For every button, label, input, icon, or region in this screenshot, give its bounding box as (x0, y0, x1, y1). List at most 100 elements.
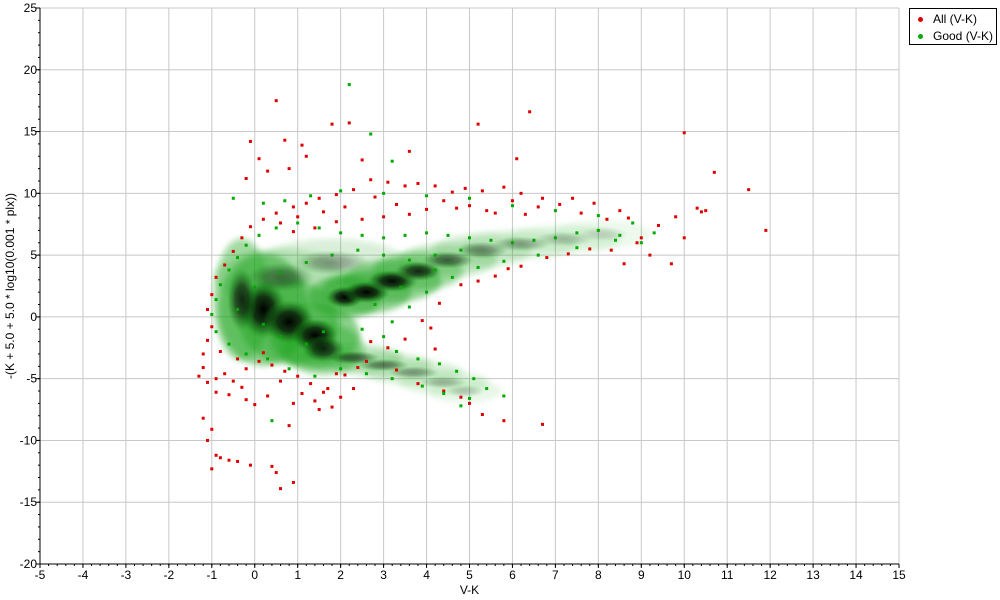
point-all-vk (425, 207, 429, 211)
density-core (293, 250, 371, 275)
point-all-vk (223, 372, 227, 376)
point-all-vk (382, 215, 386, 219)
point-good-vk (437, 362, 441, 366)
point-all-vk (201, 352, 205, 356)
point-good-vk (218, 283, 222, 287)
point-good-vk (287, 367, 291, 371)
point-all-vk (626, 216, 630, 220)
point-all-vk (330, 405, 334, 409)
point-all-vk (455, 206, 459, 210)
point-all-vk (433, 184, 437, 188)
point-good-vk (553, 209, 557, 213)
point-all-vk (476, 122, 480, 126)
point-all-vk (541, 422, 545, 426)
point-good-vk (304, 342, 308, 346)
point-all-vk (394, 202, 398, 206)
point-good-vk (373, 303, 377, 307)
point-all-vk (317, 196, 321, 200)
point-all-vk (622, 262, 626, 266)
point-all-vk (510, 199, 514, 203)
point-all-vk (244, 177, 248, 181)
x-tick-label: 8 (595, 568, 602, 582)
legend-item-good: Good (V-K) (910, 28, 996, 45)
point-good-vk (502, 394, 506, 398)
point-all-vk (248, 225, 252, 229)
point-all-vk (313, 226, 317, 230)
point-good-vk (382, 253, 386, 257)
y-tick-label: 25 (24, 1, 38, 15)
point-all-vk (300, 391, 304, 395)
point-all-vk (485, 209, 489, 213)
point-good-vk (296, 221, 300, 225)
point-all-vk (541, 196, 545, 200)
point-all-vk (579, 211, 583, 215)
point-all-vk (283, 138, 287, 142)
y-tick-label: 10 (24, 186, 38, 200)
point-all-vk (287, 424, 291, 428)
point-all-vk (218, 349, 222, 353)
point-all-vk (236, 459, 240, 463)
x-axis-title: V-K (460, 583, 479, 597)
point-good-vk (425, 290, 429, 294)
point-good-vk (390, 377, 394, 381)
point-all-vk (656, 223, 660, 227)
point-good-vk (510, 241, 514, 245)
point-all-vk (339, 395, 343, 399)
y-tick-label: -20 (20, 557, 38, 571)
point-good-vk (210, 312, 214, 316)
point-good-vk (442, 391, 446, 395)
axes (36, 7, 900, 568)
point-all-vk (545, 256, 549, 260)
point-all-vk (347, 121, 351, 125)
point-all-vk (214, 275, 218, 279)
point-good-vk (468, 396, 471, 400)
point-all-vk (566, 252, 570, 256)
x-tick-label: -5 (35, 568, 46, 582)
point-good-vk (253, 285, 257, 289)
point-all-vk (321, 210, 325, 214)
point-all-vk (274, 211, 278, 215)
x-tick-label: 1 (294, 568, 301, 582)
point-good-vk (639, 241, 643, 245)
point-all-vk (416, 181, 420, 185)
point-all-vk (227, 458, 231, 462)
x-tick-label: 3 (380, 568, 387, 582)
point-good-vk (433, 253, 437, 257)
point-all-vk (197, 374, 201, 378)
point-all-vk (304, 201, 308, 205)
point-all-vk (571, 196, 575, 200)
legend: All (V-K) Good (V-K) (909, 8, 997, 45)
point-all-vk (523, 212, 527, 216)
point-all-vk (609, 248, 613, 252)
point-all-vk (480, 412, 484, 416)
point-all-vk (274, 99, 278, 103)
point-good-vk (596, 214, 600, 218)
point-good-vk (231, 196, 235, 200)
x-tick-label: 10 (678, 568, 692, 582)
x-tick-label: 14 (849, 568, 863, 582)
point-good-vk (236, 256, 240, 260)
point-good-vk (382, 236, 386, 240)
point-good-vk (652, 231, 656, 235)
point-good-vk (476, 265, 480, 269)
point-good-vk (553, 236, 557, 240)
point-all-vk (699, 210, 703, 214)
point-all-vk (386, 346, 390, 350)
point-all-vk (468, 401, 471, 405)
point-all-vk (442, 199, 446, 203)
point-good-vk (618, 233, 622, 237)
point-all-vk (231, 379, 235, 383)
point-all-vk (695, 206, 699, 210)
point-good-vk (596, 228, 600, 232)
point-good-vk (575, 231, 579, 235)
point-all-vk (309, 382, 313, 386)
y-tick-label: 15 (24, 125, 38, 139)
point-all-vk (356, 366, 360, 370)
point-good-vk (360, 327, 364, 331)
y-tick-label: -15 (20, 495, 38, 509)
point-all-vk (343, 373, 347, 377)
point-all-vk (270, 464, 274, 468)
point-good-vk (382, 335, 386, 339)
point-all-vk (682, 131, 686, 135)
point-good-vk (227, 268, 231, 272)
